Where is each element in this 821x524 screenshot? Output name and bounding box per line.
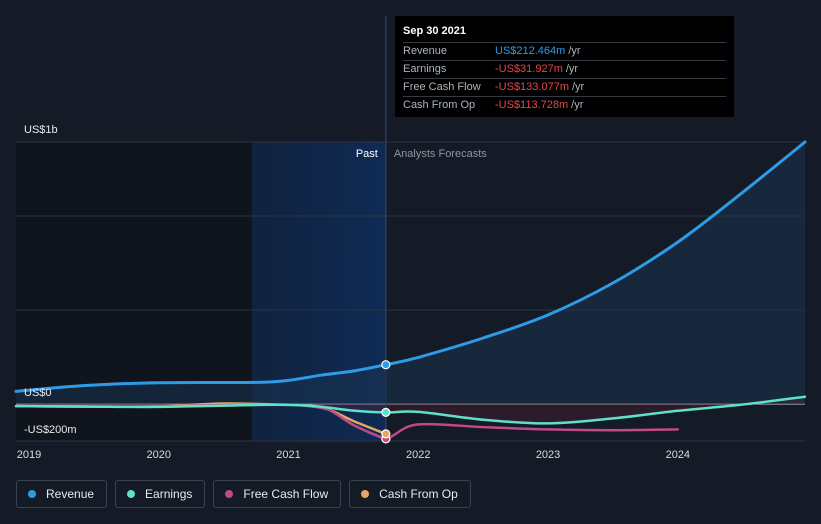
x-tick-label: 2021 [276, 449, 300, 461]
earnings-negative-area [16, 396, 805, 424]
tooltip-value: -US$133.077m [495, 81, 569, 93]
tooltip-unit: /yr [572, 81, 585, 93]
tooltip-panel: Sep 30 2021 Revenue US$212.464m /yr Earn… [395, 16, 734, 117]
tooltip-unit: /yr [568, 45, 581, 57]
x-tick-label: 2024 [666, 449, 690, 461]
y-tick-label: -US$200m [24, 424, 77, 436]
legend-dot-icon [28, 490, 36, 498]
forecast-label: Analysts Forecasts [394, 148, 487, 160]
legend-label: Free Cash Flow [243, 487, 329, 501]
tooltip-date: Sep 30 2021 [403, 25, 466, 37]
legend-item-revenue[interactable]: Revenue [16, 480, 108, 508]
tooltip-row-free-cash-flow: Free Cash Flow -US$133.077m /yr [403, 78, 726, 96]
tooltip-label: Earnings [403, 63, 447, 75]
tooltip-unit: /yr [565, 63, 579, 75]
legend-label: Revenue [46, 487, 95, 501]
tooltip-row-revenue: Revenue US$212.464m /yr [403, 42, 726, 60]
tooltip-row-earnings: Earnings -US$31.927m /yr [403, 60, 726, 78]
x-tick-label: 2023 [536, 449, 560, 461]
tooltip-value: -US$31.927m [495, 63, 563, 75]
legend-item-free-cash-flow[interactable]: Free Cash Flow [213, 480, 342, 508]
legend-dot-icon [225, 490, 234, 498]
tooltip-label: Revenue [403, 45, 448, 57]
y-tick-label: US$1b [24, 124, 58, 136]
x-tick-label: 2019 [17, 449, 41, 461]
tooltip-label: Free Cash Flow [403, 81, 481, 93]
past-label: Past [356, 148, 378, 160]
tooltip-value: -US$113.728m [495, 99, 569, 111]
tooltip-value: US$212.464m [495, 45, 566, 57]
marker-earnings [381, 407, 391, 417]
x-tick-label: 2020 [147, 449, 171, 461]
marker-cash-from-op [381, 429, 391, 439]
marker-revenue [381, 360, 391, 370]
x-tick-label: 2022 [406, 449, 430, 461]
chart-area: US$1b US$0 -US$200m 2019 2020 2021 2022 2023 202… [14, 16, 807, 461]
tooltip-label: Cash From Op [403, 99, 476, 111]
legend-label: Cash From Op [379, 487, 458, 501]
y-tick-label: US$0 [24, 387, 52, 399]
tooltip-unit: /yr [571, 99, 584, 111]
revenue-area [16, 142, 805, 404]
tooltip-row-cash-from-op: Cash From Op -US$113.728m /yr [403, 96, 726, 114]
legend-dot-icon [361, 490, 370, 498]
series-line-revenue [14, 140, 807, 393]
chart-legend: Revenue Earnings Free Cash Flow Cash Fro… [16, 480, 471, 508]
legend-label: Earnings [145, 487, 193, 501]
chart-svg: US$1b US$0 -US$200m 2019 2020 2021 2022 2023 202… [14, 16, 807, 461]
legend-item-earnings[interactable]: Earnings [115, 480, 206, 508]
legend-item-cash-from-op[interactable]: Cash From Op [349, 480, 471, 508]
legend-dot-icon [127, 490, 136, 498]
